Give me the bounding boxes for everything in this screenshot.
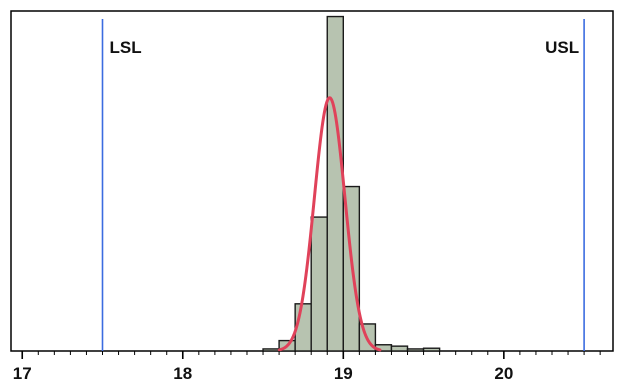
spec-limits-group: LSL USL bbox=[101, 19, 585, 351]
normal-fit-curve-group bbox=[277, 96, 382, 352]
x-tick-label-19: 19 bbox=[334, 364, 353, 382]
x-axis: 17 18 19 20 bbox=[13, 351, 601, 382]
histogram-bar-8 bbox=[390, 345, 409, 352]
histogram-bar-0 bbox=[262, 348, 280, 352]
histogram-bar-10 bbox=[422, 347, 441, 352]
usl-label: USL bbox=[545, 38, 579, 57]
x-tick-label-18: 18 bbox=[173, 364, 192, 382]
histogram-bar-3 bbox=[310, 216, 328, 352]
x-tick-label-17: 17 bbox=[13, 364, 32, 382]
histogram-bar-9 bbox=[406, 348, 425, 352]
x-tick-label-20: 20 bbox=[494, 364, 513, 382]
histogram-bars bbox=[262, 15, 441, 352]
histogram-bar-4 bbox=[326, 15, 344, 352]
lsl-label: LSL bbox=[110, 38, 142, 57]
normal-fit-curve bbox=[277, 96, 382, 352]
